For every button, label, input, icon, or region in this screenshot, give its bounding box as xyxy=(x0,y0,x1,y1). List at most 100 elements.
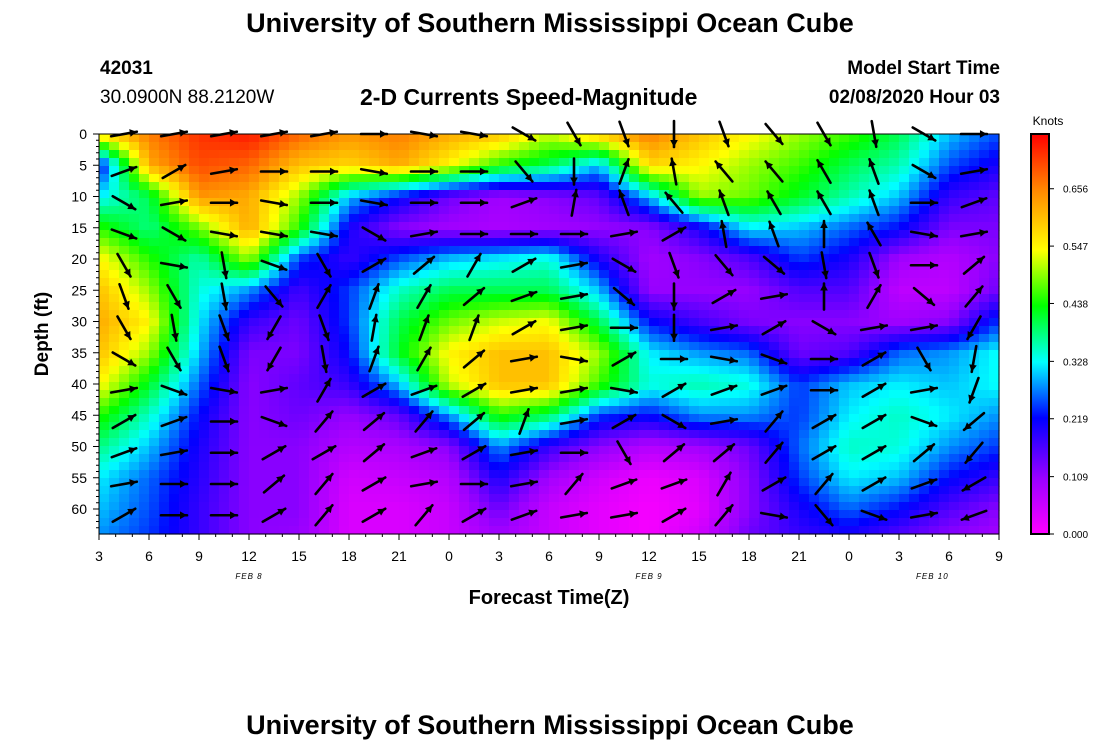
current-vector xyxy=(159,261,189,271)
heatmap-cell xyxy=(549,406,560,415)
heatmap-cell xyxy=(339,382,350,391)
heatmap-cell xyxy=(759,494,770,503)
current-vector xyxy=(910,415,938,428)
heatmap-cell xyxy=(249,334,260,343)
heatmap-cell xyxy=(139,382,150,391)
heatmap-cell xyxy=(959,222,970,231)
heatmap-cell xyxy=(99,358,110,367)
heatmap-cell xyxy=(619,526,630,535)
heatmap-cell xyxy=(629,310,640,319)
heatmap-cell xyxy=(839,462,850,471)
heatmap-cell xyxy=(509,206,520,215)
heatmap-cell xyxy=(679,518,690,527)
heatmap-cell xyxy=(719,174,730,183)
heatmap-cell xyxy=(869,366,880,375)
current-vector xyxy=(559,448,589,457)
heatmap-cell xyxy=(949,190,960,199)
current-vector xyxy=(109,385,139,394)
heatmap-cell xyxy=(429,278,440,287)
heatmap-cell xyxy=(459,326,470,335)
heatmap-cell xyxy=(659,254,670,263)
heatmap-cell xyxy=(579,382,590,391)
heatmap-cell xyxy=(989,422,1000,431)
heatmap-cell xyxy=(409,494,420,503)
heatmap-cell xyxy=(189,142,200,151)
heatmap-cell xyxy=(399,158,410,167)
heatmap-cell xyxy=(629,190,640,199)
heatmap-cell xyxy=(839,398,850,407)
heatmap-cell xyxy=(329,462,340,471)
heatmap-cell xyxy=(469,478,480,487)
heatmap-cell xyxy=(899,382,910,391)
y-tick-label: 25 xyxy=(71,282,87,298)
heatmap-cell xyxy=(359,310,370,319)
heatmap-cell xyxy=(329,358,340,367)
heatmap-cell xyxy=(169,526,180,535)
heatmap-cell xyxy=(789,190,800,199)
heatmap-cell xyxy=(539,134,550,143)
heatmap-cell xyxy=(639,238,650,247)
heatmap-cell xyxy=(539,238,550,247)
heatmap-cell xyxy=(429,270,440,279)
heatmap-cell xyxy=(579,358,590,367)
heatmap-cell xyxy=(459,398,470,407)
heatmap-cell xyxy=(269,238,280,247)
heatmap-cell xyxy=(99,502,110,511)
heatmap-cell xyxy=(389,462,400,471)
heatmap-cell xyxy=(969,246,980,255)
heatmap-cell xyxy=(319,486,330,495)
heatmap-cell xyxy=(209,406,220,415)
heatmap-cell xyxy=(169,486,180,495)
current-vector xyxy=(609,323,639,332)
heatmap-cell xyxy=(799,262,810,271)
heatmap-cell xyxy=(499,374,510,383)
heatmap-cell xyxy=(549,350,560,359)
current-vector xyxy=(661,413,687,430)
heatmap-cell xyxy=(279,158,290,167)
heatmap-cell xyxy=(509,438,520,447)
heatmap-cell xyxy=(849,150,860,159)
heatmap-cell xyxy=(889,294,900,303)
heatmap-cell xyxy=(379,222,390,231)
heatmap-cell xyxy=(769,142,780,151)
heatmap-cell xyxy=(949,406,960,415)
heatmap-cell xyxy=(439,214,450,223)
heatmap-cell xyxy=(349,206,360,215)
current-vector xyxy=(220,251,229,280)
heatmap-cell xyxy=(839,318,850,327)
heatmap-cell xyxy=(829,414,840,423)
heatmap-cell xyxy=(499,358,510,367)
heatmap-cell xyxy=(939,366,950,375)
heatmap-cell xyxy=(239,174,250,183)
heatmap-cell xyxy=(399,462,410,471)
current-vector xyxy=(961,476,987,492)
heatmap-cell xyxy=(919,158,930,167)
heatmap-cell xyxy=(789,478,800,487)
heatmap-cell xyxy=(569,430,580,439)
heatmap-cell xyxy=(889,142,900,151)
current-vector xyxy=(860,509,888,521)
heatmap-cell xyxy=(669,342,680,351)
heatmap-cell xyxy=(319,374,330,383)
heatmap-cell xyxy=(669,190,680,199)
heatmap-cell xyxy=(659,334,670,343)
heatmap-cell xyxy=(629,446,640,455)
heatmap-cell xyxy=(379,206,390,215)
heatmap-cell xyxy=(149,478,160,487)
heatmap-cell xyxy=(909,254,920,263)
heatmap-cell xyxy=(609,526,620,535)
heatmap-cell xyxy=(329,142,340,151)
heatmap-cell xyxy=(119,486,130,495)
heatmap-cell xyxy=(119,358,130,367)
heatmap-cell xyxy=(809,510,820,519)
heatmap-cell xyxy=(459,214,470,223)
heatmap-cell xyxy=(539,166,550,175)
heatmap-cell xyxy=(329,174,340,183)
heatmap-cell xyxy=(729,174,740,183)
heatmap-cell xyxy=(199,270,210,279)
heatmap-cell xyxy=(99,238,110,247)
heatmap-cell xyxy=(359,278,370,287)
heatmap-cell xyxy=(269,134,280,143)
heatmap-cell xyxy=(519,278,530,287)
heatmap-cell xyxy=(779,134,790,143)
